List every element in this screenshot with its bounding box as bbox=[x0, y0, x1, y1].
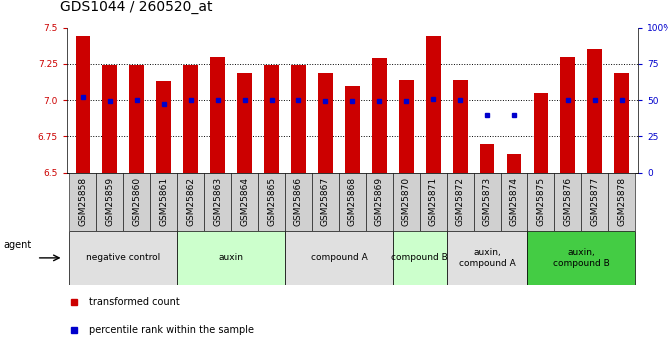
Text: GSM25862: GSM25862 bbox=[186, 177, 195, 226]
FancyBboxPatch shape bbox=[285, 231, 393, 285]
Bar bbox=[560, 57, 575, 172]
Text: GSM25869: GSM25869 bbox=[375, 177, 384, 226]
FancyBboxPatch shape bbox=[366, 172, 393, 231]
FancyBboxPatch shape bbox=[447, 172, 474, 231]
FancyBboxPatch shape bbox=[258, 172, 285, 231]
Bar bbox=[345, 86, 360, 172]
FancyBboxPatch shape bbox=[609, 172, 635, 231]
Text: agent: agent bbox=[3, 239, 31, 249]
FancyBboxPatch shape bbox=[69, 172, 96, 231]
Text: GSM25860: GSM25860 bbox=[132, 177, 142, 226]
Text: negative control: negative control bbox=[86, 253, 160, 263]
Bar bbox=[372, 58, 387, 172]
Text: compound A: compound A bbox=[311, 253, 367, 263]
Bar bbox=[534, 93, 548, 172]
Text: GSM25870: GSM25870 bbox=[401, 177, 411, 226]
Text: GSM25867: GSM25867 bbox=[321, 177, 330, 226]
Text: GSM25865: GSM25865 bbox=[267, 177, 276, 226]
Text: auxin: auxin bbox=[218, 253, 244, 263]
FancyBboxPatch shape bbox=[339, 172, 366, 231]
Bar bbox=[318, 72, 333, 172]
Text: GSM25872: GSM25872 bbox=[456, 177, 465, 226]
FancyBboxPatch shape bbox=[447, 231, 528, 285]
Text: GSM25878: GSM25878 bbox=[617, 177, 627, 226]
Text: GSM25877: GSM25877 bbox=[591, 177, 599, 226]
FancyBboxPatch shape bbox=[150, 172, 177, 231]
Text: transformed count: transformed count bbox=[88, 297, 179, 306]
Text: GDS1044 / 260520_at: GDS1044 / 260520_at bbox=[60, 0, 212, 14]
FancyBboxPatch shape bbox=[393, 172, 420, 231]
Bar bbox=[453, 80, 468, 172]
Bar bbox=[480, 144, 494, 172]
Text: auxin,
compound B: auxin, compound B bbox=[553, 248, 610, 268]
Text: GSM25863: GSM25863 bbox=[213, 177, 222, 226]
Text: GSM25866: GSM25866 bbox=[294, 177, 303, 226]
Bar bbox=[587, 49, 603, 172]
FancyBboxPatch shape bbox=[177, 172, 204, 231]
Text: GSM25876: GSM25876 bbox=[563, 177, 572, 226]
Bar bbox=[156, 81, 171, 172]
Text: auxin,
compound A: auxin, compound A bbox=[459, 248, 516, 268]
FancyBboxPatch shape bbox=[420, 172, 447, 231]
FancyBboxPatch shape bbox=[474, 172, 500, 231]
Text: GSM25858: GSM25858 bbox=[78, 177, 88, 226]
Text: GSM25875: GSM25875 bbox=[536, 177, 546, 226]
Bar bbox=[264, 65, 279, 172]
Bar bbox=[75, 36, 90, 172]
Text: GSM25874: GSM25874 bbox=[510, 177, 518, 226]
Bar bbox=[183, 65, 198, 172]
Text: GSM25871: GSM25871 bbox=[429, 177, 438, 226]
FancyBboxPatch shape bbox=[312, 172, 339, 231]
FancyBboxPatch shape bbox=[528, 172, 554, 231]
Bar bbox=[102, 65, 118, 172]
Text: GSM25864: GSM25864 bbox=[240, 177, 249, 226]
FancyBboxPatch shape bbox=[554, 172, 581, 231]
Bar bbox=[426, 36, 441, 172]
FancyBboxPatch shape bbox=[500, 172, 528, 231]
FancyBboxPatch shape bbox=[69, 231, 177, 285]
Bar bbox=[291, 65, 306, 172]
FancyBboxPatch shape bbox=[581, 172, 609, 231]
FancyBboxPatch shape bbox=[528, 231, 635, 285]
Text: compound B: compound B bbox=[391, 253, 448, 263]
Bar bbox=[130, 65, 144, 172]
Bar bbox=[615, 72, 629, 172]
Bar bbox=[506, 154, 522, 172]
FancyBboxPatch shape bbox=[124, 172, 150, 231]
Text: GSM25868: GSM25868 bbox=[348, 177, 357, 226]
FancyBboxPatch shape bbox=[204, 172, 231, 231]
Text: GSM25859: GSM25859 bbox=[106, 177, 114, 226]
FancyBboxPatch shape bbox=[231, 172, 258, 231]
Text: GSM25861: GSM25861 bbox=[159, 177, 168, 226]
FancyBboxPatch shape bbox=[177, 231, 285, 285]
FancyBboxPatch shape bbox=[96, 172, 124, 231]
Text: GSM25873: GSM25873 bbox=[482, 177, 492, 226]
Bar bbox=[210, 57, 225, 172]
Bar bbox=[237, 72, 252, 172]
Bar bbox=[399, 80, 413, 172]
FancyBboxPatch shape bbox=[285, 172, 312, 231]
FancyBboxPatch shape bbox=[393, 231, 447, 285]
Text: percentile rank within the sample: percentile rank within the sample bbox=[88, 325, 253, 335]
